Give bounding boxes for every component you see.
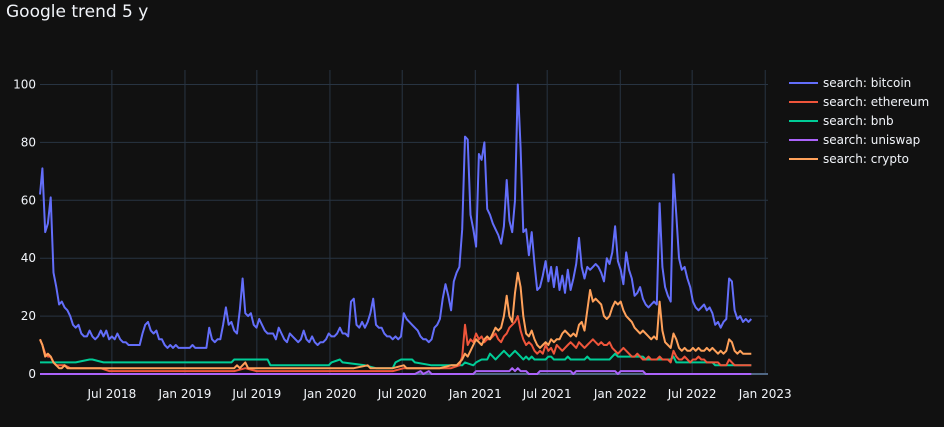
y-tick-label: 20: [21, 309, 36, 323]
x-tick-label: Jul 2022: [667, 387, 717, 401]
legend-label: search: ethereum: [823, 95, 929, 109]
series-lines: [39, 83, 753, 375]
legend-item-crypto[interactable]: search: crypto: [789, 152, 909, 166]
y-tick-label: 80: [21, 135, 36, 149]
x-tick-label: Jul 2020: [377, 387, 427, 401]
x-tick-label: Jan 2019: [158, 387, 212, 401]
series-line-bnb: [40, 349, 752, 370]
x-tick-label: Jan 2021: [448, 387, 502, 401]
y-axis: 0 20 40 60 80 100: [13, 77, 36, 381]
legend-label: search: bnb: [823, 114, 894, 128]
series-line-uniswap: [40, 367, 752, 375]
x-tick-label: Jul 2018: [86, 387, 136, 401]
legend-label: search: uniswap: [823, 133, 920, 147]
x-tick-label: Jul 2021: [522, 387, 572, 401]
x-tick-label: Jan 2023: [738, 387, 792, 401]
series-line-crypto: [39, 271, 752, 370]
x-tick-label: Jan 2022: [593, 387, 647, 401]
plot-area: [40, 70, 768, 374]
series-line-bitcoin: [39, 83, 753, 349]
legend-label: search: crypto: [823, 152, 909, 166]
legend-label: search: bitcoin: [823, 76, 911, 90]
x-tick-label: Jul 2019: [231, 387, 281, 401]
series-line-ethereum: [39, 315, 752, 373]
legend[interactable]: search: bitcoin search: ethereum search: b…: [789, 76, 929, 166]
chart-title: Google trend 5 y: [6, 2, 148, 22]
legend-item-uniswap[interactable]: search: uniswap: [789, 133, 920, 147]
legend-item-bnb[interactable]: search: bnb: [789, 114, 894, 128]
y-tick-label: 40: [21, 251, 36, 265]
legend-item-bitcoin[interactable]: search: bitcoin: [789, 76, 911, 90]
y-tick-label: 60: [21, 193, 36, 207]
y-tick-label: 0: [28, 367, 36, 381]
y-tick-label: 100: [13, 77, 36, 91]
x-axis: Jul 2018 Jan 2019 Jul 2019 Jan 2020 Jul 2020…: [86, 387, 791, 401]
legend-item-ethereum[interactable]: search: ethereum: [789, 95, 929, 109]
x-tick-label: Jan 2020: [302, 387, 356, 401]
